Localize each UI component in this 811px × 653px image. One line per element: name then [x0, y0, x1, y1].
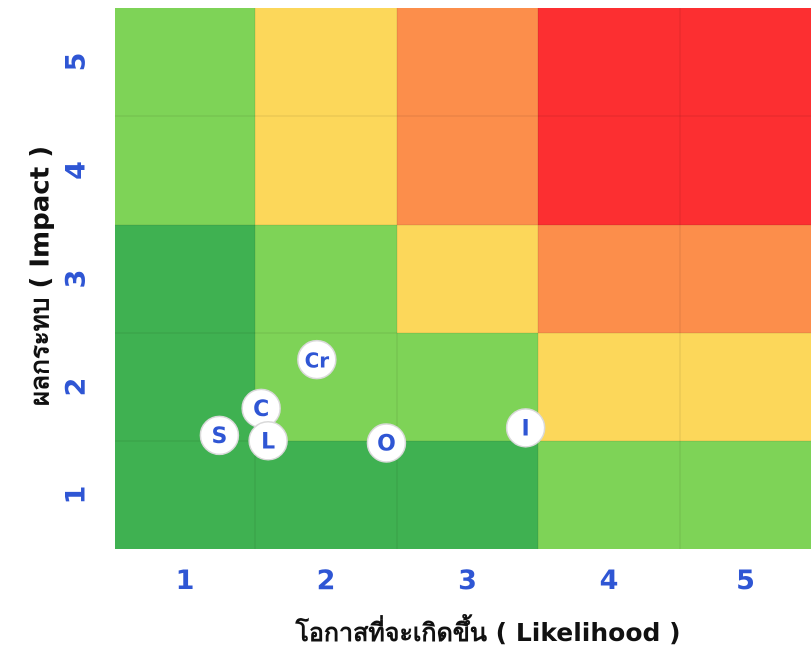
- marker-circle: [248, 421, 288, 461]
- marker-label: L: [261, 429, 275, 454]
- cell-impact-4-likelihood-1: [115, 116, 255, 225]
- cell-impact-5-likelihood-5: [680, 8, 811, 116]
- marker-label: I: [522, 416, 530, 441]
- marker-label: Cr: [305, 349, 330, 373]
- cell-impact-3-likelihood-2: [255, 225, 397, 333]
- marker-label: S: [211, 424, 227, 449]
- cell-impact-4-likelihood-3: [397, 116, 538, 225]
- x-tick-label-2: 2: [317, 565, 336, 596]
- y-tick-label-2: 2: [61, 378, 92, 397]
- cell-impact-3-likelihood-5: [680, 225, 811, 333]
- cell-impact-5-likelihood-3: [397, 8, 538, 116]
- y-tick-label-4: 4: [61, 161, 92, 180]
- y-axis-title: ผลกระทบ ( Impact ): [25, 145, 56, 407]
- cell-impact-5-likelihood-1: [115, 8, 255, 116]
- x-axis-title: โอกาสที่จะเกิดขึ้น ( Likelihood ): [295, 618, 681, 647]
- cell-impact-4-likelihood-4: [538, 116, 680, 225]
- marker-circle: [366, 423, 407, 463]
- cell-impact-2-likelihood-5: [680, 333, 811, 441]
- cell-impact-1-likelihood-5: [680, 441, 811, 549]
- risk-marker-o: O: [366, 423, 407, 463]
- y-tick-label-5: 5: [61, 53, 92, 72]
- risk-marker-i: I: [505, 408, 546, 448]
- risk-matrix-chart: 1 2 3 4 5 5 4 3 2 1 Cr C S L O I ผลกระทบ ( Impact ) โอก…: [25, 8, 811, 647]
- cell-impact-3-likelihood-3: [397, 225, 538, 333]
- risk-matrix-plot: 1 2 3 4 5 5 4 3 2 1 Cr C S L O I: [61, 8, 811, 596]
- cell-impact-4-likelihood-5: [680, 116, 811, 225]
- y-tick-label-3: 3: [61, 270, 92, 289]
- cell-impact-5-likelihood-4: [538, 8, 680, 116]
- x-tick-label-5: 5: [736, 565, 755, 596]
- cell-impact-3-likelihood-1: [115, 225, 255, 333]
- risk-marker-l: L: [248, 421, 288, 461]
- risk-marker-cr: Cr: [297, 339, 337, 380]
- risk-marker-s: S: [199, 415, 240, 456]
- cell-impact-3-likelihood-4: [538, 225, 680, 333]
- cell-impact-1-likelihood-1: [115, 441, 255, 549]
- x-tick-label-1: 1: [176, 565, 195, 596]
- marker-circle: [297, 339, 337, 380]
- x-tick-label-4: 4: [600, 565, 619, 596]
- cell-impact-4-likelihood-2: [255, 116, 397, 225]
- marker-label: C: [253, 397, 269, 422]
- marker-circle: [505, 408, 546, 448]
- x-tick-label-3: 3: [458, 565, 477, 596]
- cell-impact-2-likelihood-4: [538, 333, 680, 441]
- cell-impact-1-likelihood-3: [397, 441, 538, 549]
- y-tick-label-1: 1: [61, 486, 92, 505]
- risk-marker-c: C: [241, 388, 281, 429]
- cell-impact-5-likelihood-2: [255, 8, 397, 116]
- marker-circle: [199, 415, 240, 456]
- marker-label: O: [377, 431, 396, 456]
- cell-impact-1-likelihood-4: [538, 441, 680, 549]
- cell-impact-1-likelihood-2: [255, 441, 397, 549]
